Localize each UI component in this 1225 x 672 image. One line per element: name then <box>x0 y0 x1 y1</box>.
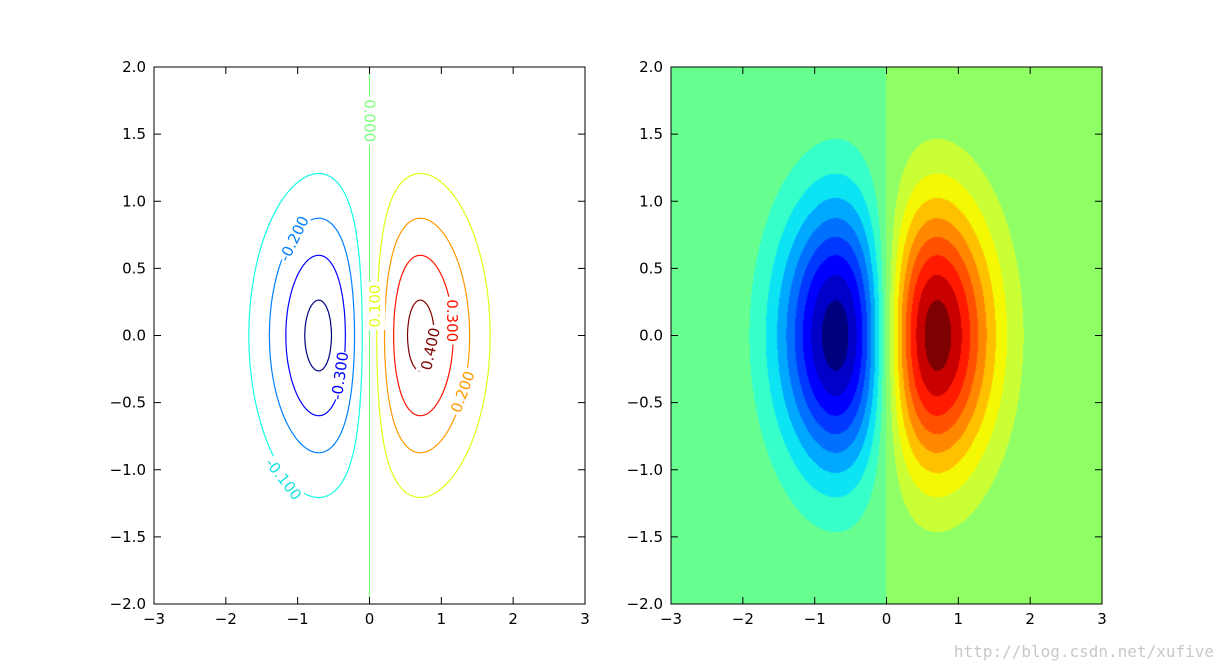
right-y-tick-label: −0.5 <box>627 394 663 412</box>
contour-label-backing <box>365 282 386 330</box>
contour-label-backing <box>415 323 446 375</box>
right-y-tick-label: 0.5 <box>639 259 663 277</box>
left-y-tick-label: 1.0 <box>122 192 146 210</box>
left-y-tick-label: 2.0 <box>122 58 146 76</box>
left-x-tick-label: −3 <box>143 610 165 628</box>
contour-label-backing <box>445 365 481 418</box>
filled-contour-plot: −3 −2 −1 0 1 2 3 2.0 1.5 1.0 0.5 0.0 −0.5 −1.0 −1.5 −2.… <box>627 58 1107 628</box>
right-y-tick-label: −1.5 <box>627 528 663 546</box>
filled-contour-image-area <box>671 67 1102 604</box>
right-y-tick-label: 2.0 <box>639 58 663 76</box>
right-x-tick-label: 0 <box>882 610 892 628</box>
left-x-tick-label: 2 <box>508 610 518 628</box>
right-y-tick-label: 1.5 <box>639 125 663 143</box>
contour-label: 0.000 <box>361 99 379 142</box>
contour-line <box>248 172 363 499</box>
right-x-tick-label: −2 <box>732 610 754 628</box>
left-y-tick-label: 1.5 <box>122 125 146 143</box>
right-y-tick-label: −1.0 <box>627 461 663 479</box>
contour-label-backing <box>274 212 314 265</box>
contour-line <box>304 299 333 372</box>
right-x-tick-label: 1 <box>954 610 964 628</box>
contour-label-group: 0.300 <box>442 296 463 345</box>
contour-label-backing <box>260 454 306 505</box>
contour-label: 0.100 <box>366 285 384 328</box>
left-y-tick-label: −2.0 <box>110 595 146 613</box>
left-y-tick-label: 0.0 <box>122 327 146 345</box>
watermark-text: http://blog.csdn.net/xufive <box>954 642 1214 661</box>
contour-label: 0.300 <box>443 299 461 342</box>
left-x-tick-label: −2 <box>215 610 237 628</box>
right-y-tick-label: 0.0 <box>639 327 663 345</box>
right-x-tick-label: 3 <box>1097 610 1107 628</box>
left-x-tick-label: −1 <box>287 610 309 628</box>
right-x-tick-label: −1 <box>804 610 826 628</box>
filled-contour-image <box>671 67 1102 604</box>
left-x-tick-label: 0 <box>365 610 375 628</box>
contour-label-group: 0.000 <box>359 96 380 145</box>
left-y-tick-label: −1.0 <box>110 461 146 479</box>
contour-label-backing <box>359 96 380 145</box>
contour-lines <box>248 67 491 604</box>
left-axis-ticks: −3 −2 −1 0 1 2 3 2.0 1.5 1.0 0.5 0.0 −0.5 −1.0 −1.5 −2.… <box>110 58 590 628</box>
right-x-tick-label: 2 <box>1025 610 1035 628</box>
contour-label-group: 0.100 <box>365 282 386 330</box>
left-y-tick-label: −1.5 <box>110 528 146 546</box>
contour-label-backing <box>326 350 354 401</box>
right-axis-ticks: −3 −2 −1 0 1 2 3 2.0 1.5 1.0 0.5 0.0 −0.5 −1.0 −1.5 −2.… <box>627 58 1107 628</box>
right-y-tick-label: −2.0 <box>627 595 663 613</box>
contour-label-backing <box>442 296 463 345</box>
right-x-tick-label: −3 <box>660 610 682 628</box>
left-y-tick-label: 0.5 <box>122 259 146 277</box>
contour-plot: -0.100-0.200-0.3000.0000.1000.2000.3000.… <box>110 58 590 628</box>
left-x-tick-label: 1 <box>437 610 447 628</box>
right-y-tick-label: 1.0 <box>639 192 663 210</box>
left-x-tick-label: 3 <box>580 610 590 628</box>
left-y-tick-label: −0.5 <box>110 394 146 412</box>
